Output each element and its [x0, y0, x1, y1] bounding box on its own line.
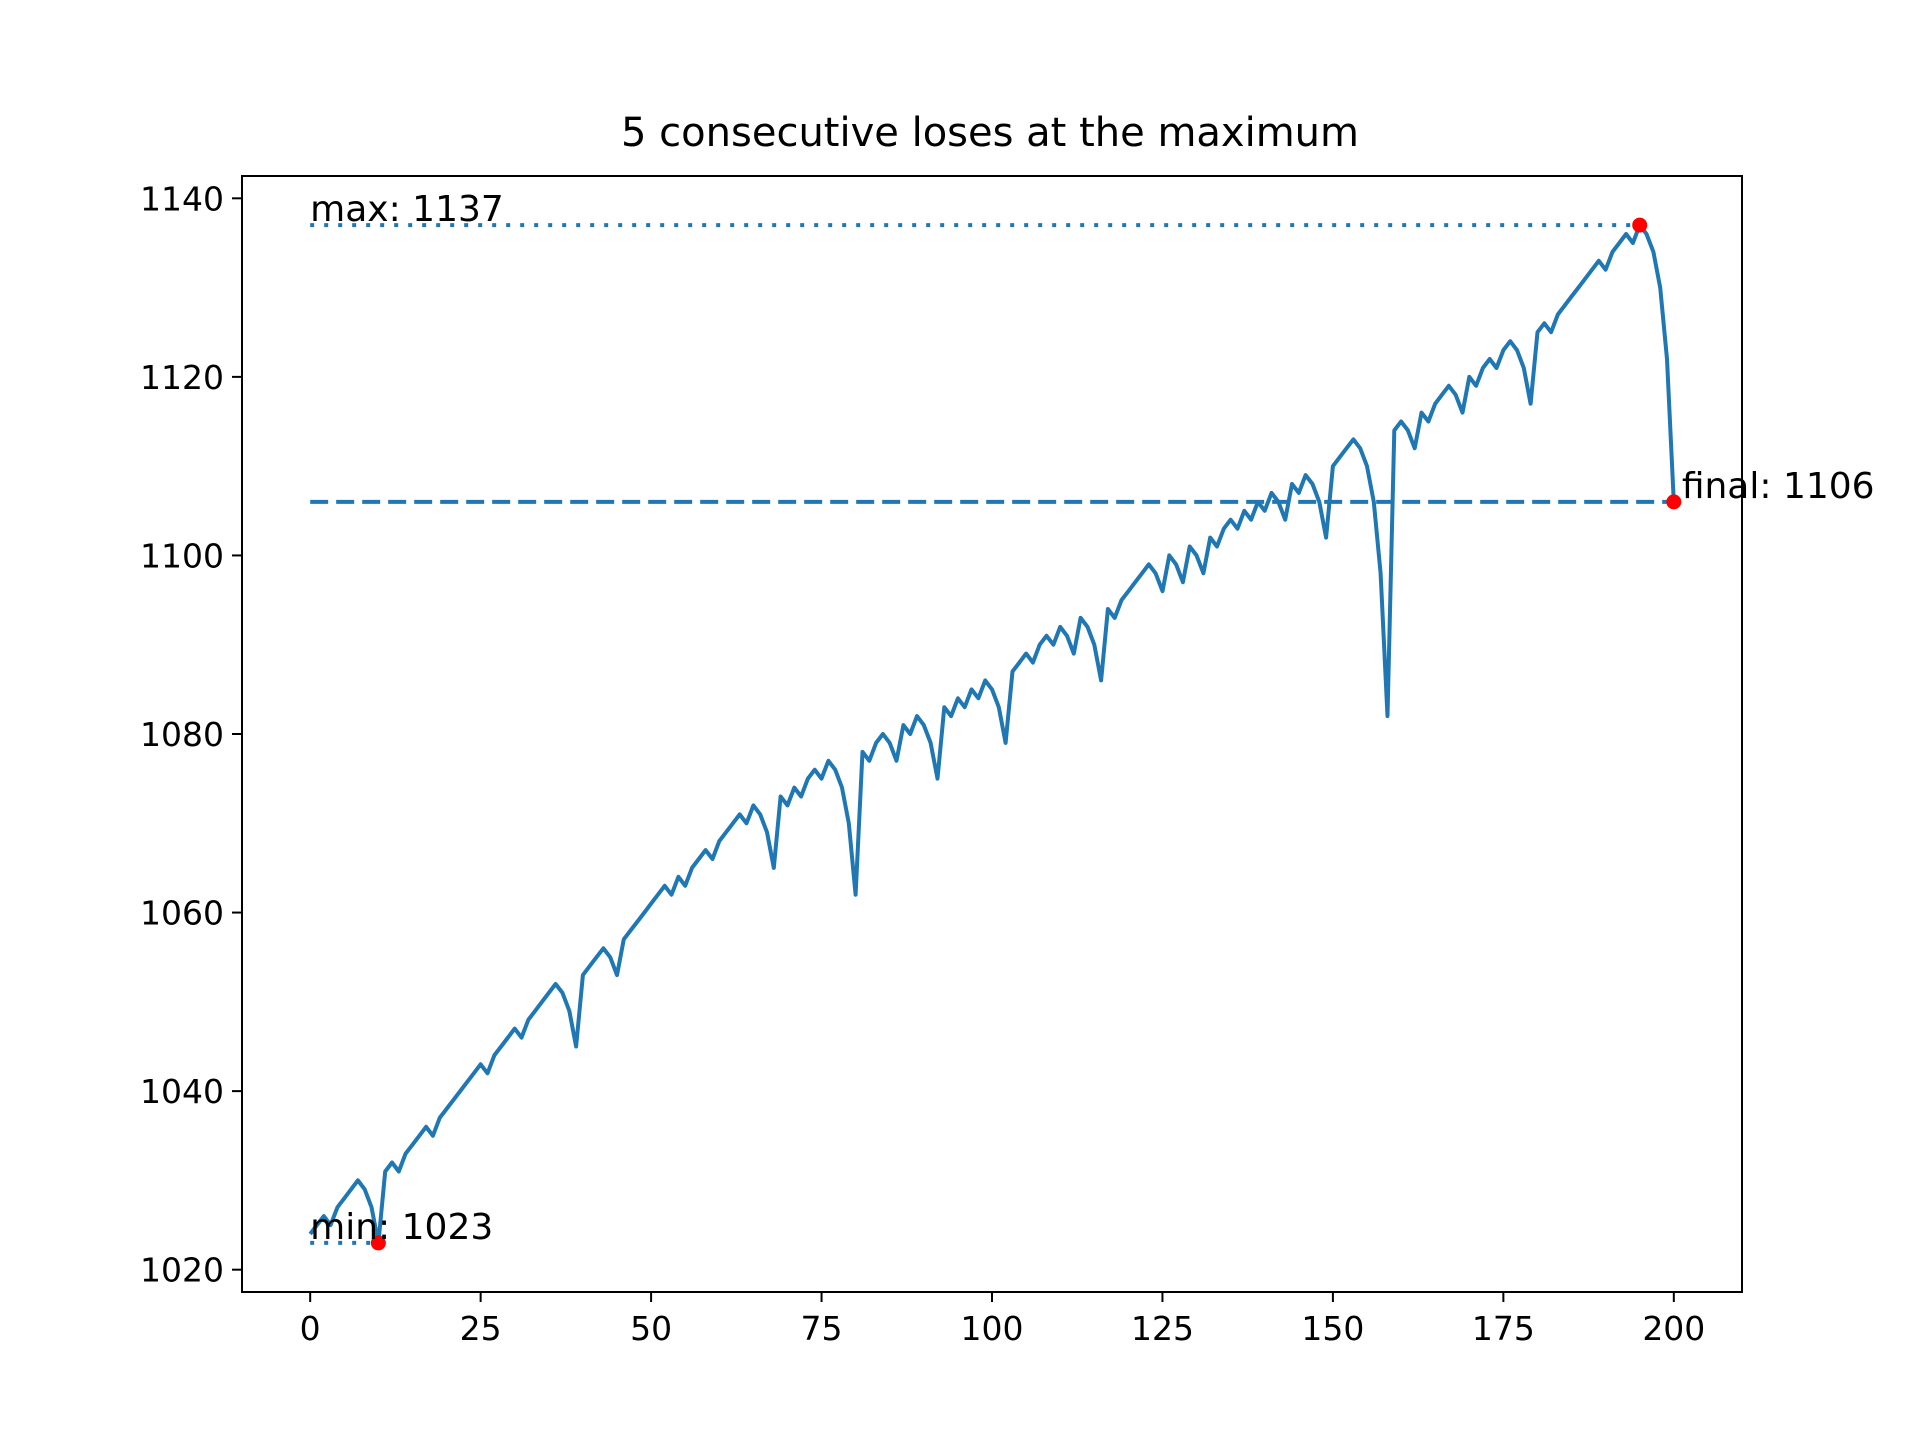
x-tick-label: 50: [630, 1309, 672, 1348]
extremum-marker-1: [370, 1235, 386, 1251]
x-tick-label: 150: [1301, 1309, 1364, 1348]
annotation-min: min: 1023: [310, 1207, 493, 1248]
annotation-max: max: 1137: [310, 189, 504, 230]
y-tick-label: 1040: [140, 1072, 224, 1111]
y-tick-label: 1080: [140, 715, 224, 754]
y-tick-label: 1020: [140, 1251, 224, 1290]
x-tick-label: 75: [801, 1309, 843, 1348]
reference-lines: [310, 223, 1674, 1245]
marker-layer: [370, 217, 1682, 1251]
x-tick-label: 0: [300, 1309, 321, 1348]
plot-frame: [241, 175, 1743, 1293]
x-tick-label: 125: [1131, 1309, 1194, 1348]
y-axis-ticks: 1020 1040 1060 1080 1100 1120 1140: [140, 179, 242, 1290]
extremum-marker-0: [1632, 217, 1648, 233]
y-tick-label: 1060: [140, 894, 224, 933]
annotation-final: final: 1106: [1682, 466, 1875, 507]
chart-title: 5 consecutive loses at the maximum: [621, 110, 1359, 156]
x-tick-label: 175: [1472, 1309, 1535, 1348]
x-axis-ticks: 0 25 50 75 100 125 150 175 200: [300, 1292, 1705, 1348]
x-tick-label: 200: [1642, 1309, 1705, 1348]
x-tick-label: 25: [460, 1309, 502, 1348]
y-tick-label: 1140: [140, 179, 224, 218]
annotation-layer: max: 1137 min: 1023 final: 1106: [310, 189, 1874, 1248]
series-line: [308, 223, 1676, 1245]
x-tick-label: 100: [961, 1309, 1024, 1348]
extremum-marker-2: [1666, 494, 1682, 510]
series-layer: [308, 223, 1676, 1245]
y-tick-label: 1100: [140, 536, 224, 575]
y-tick-label: 1120: [140, 358, 224, 397]
